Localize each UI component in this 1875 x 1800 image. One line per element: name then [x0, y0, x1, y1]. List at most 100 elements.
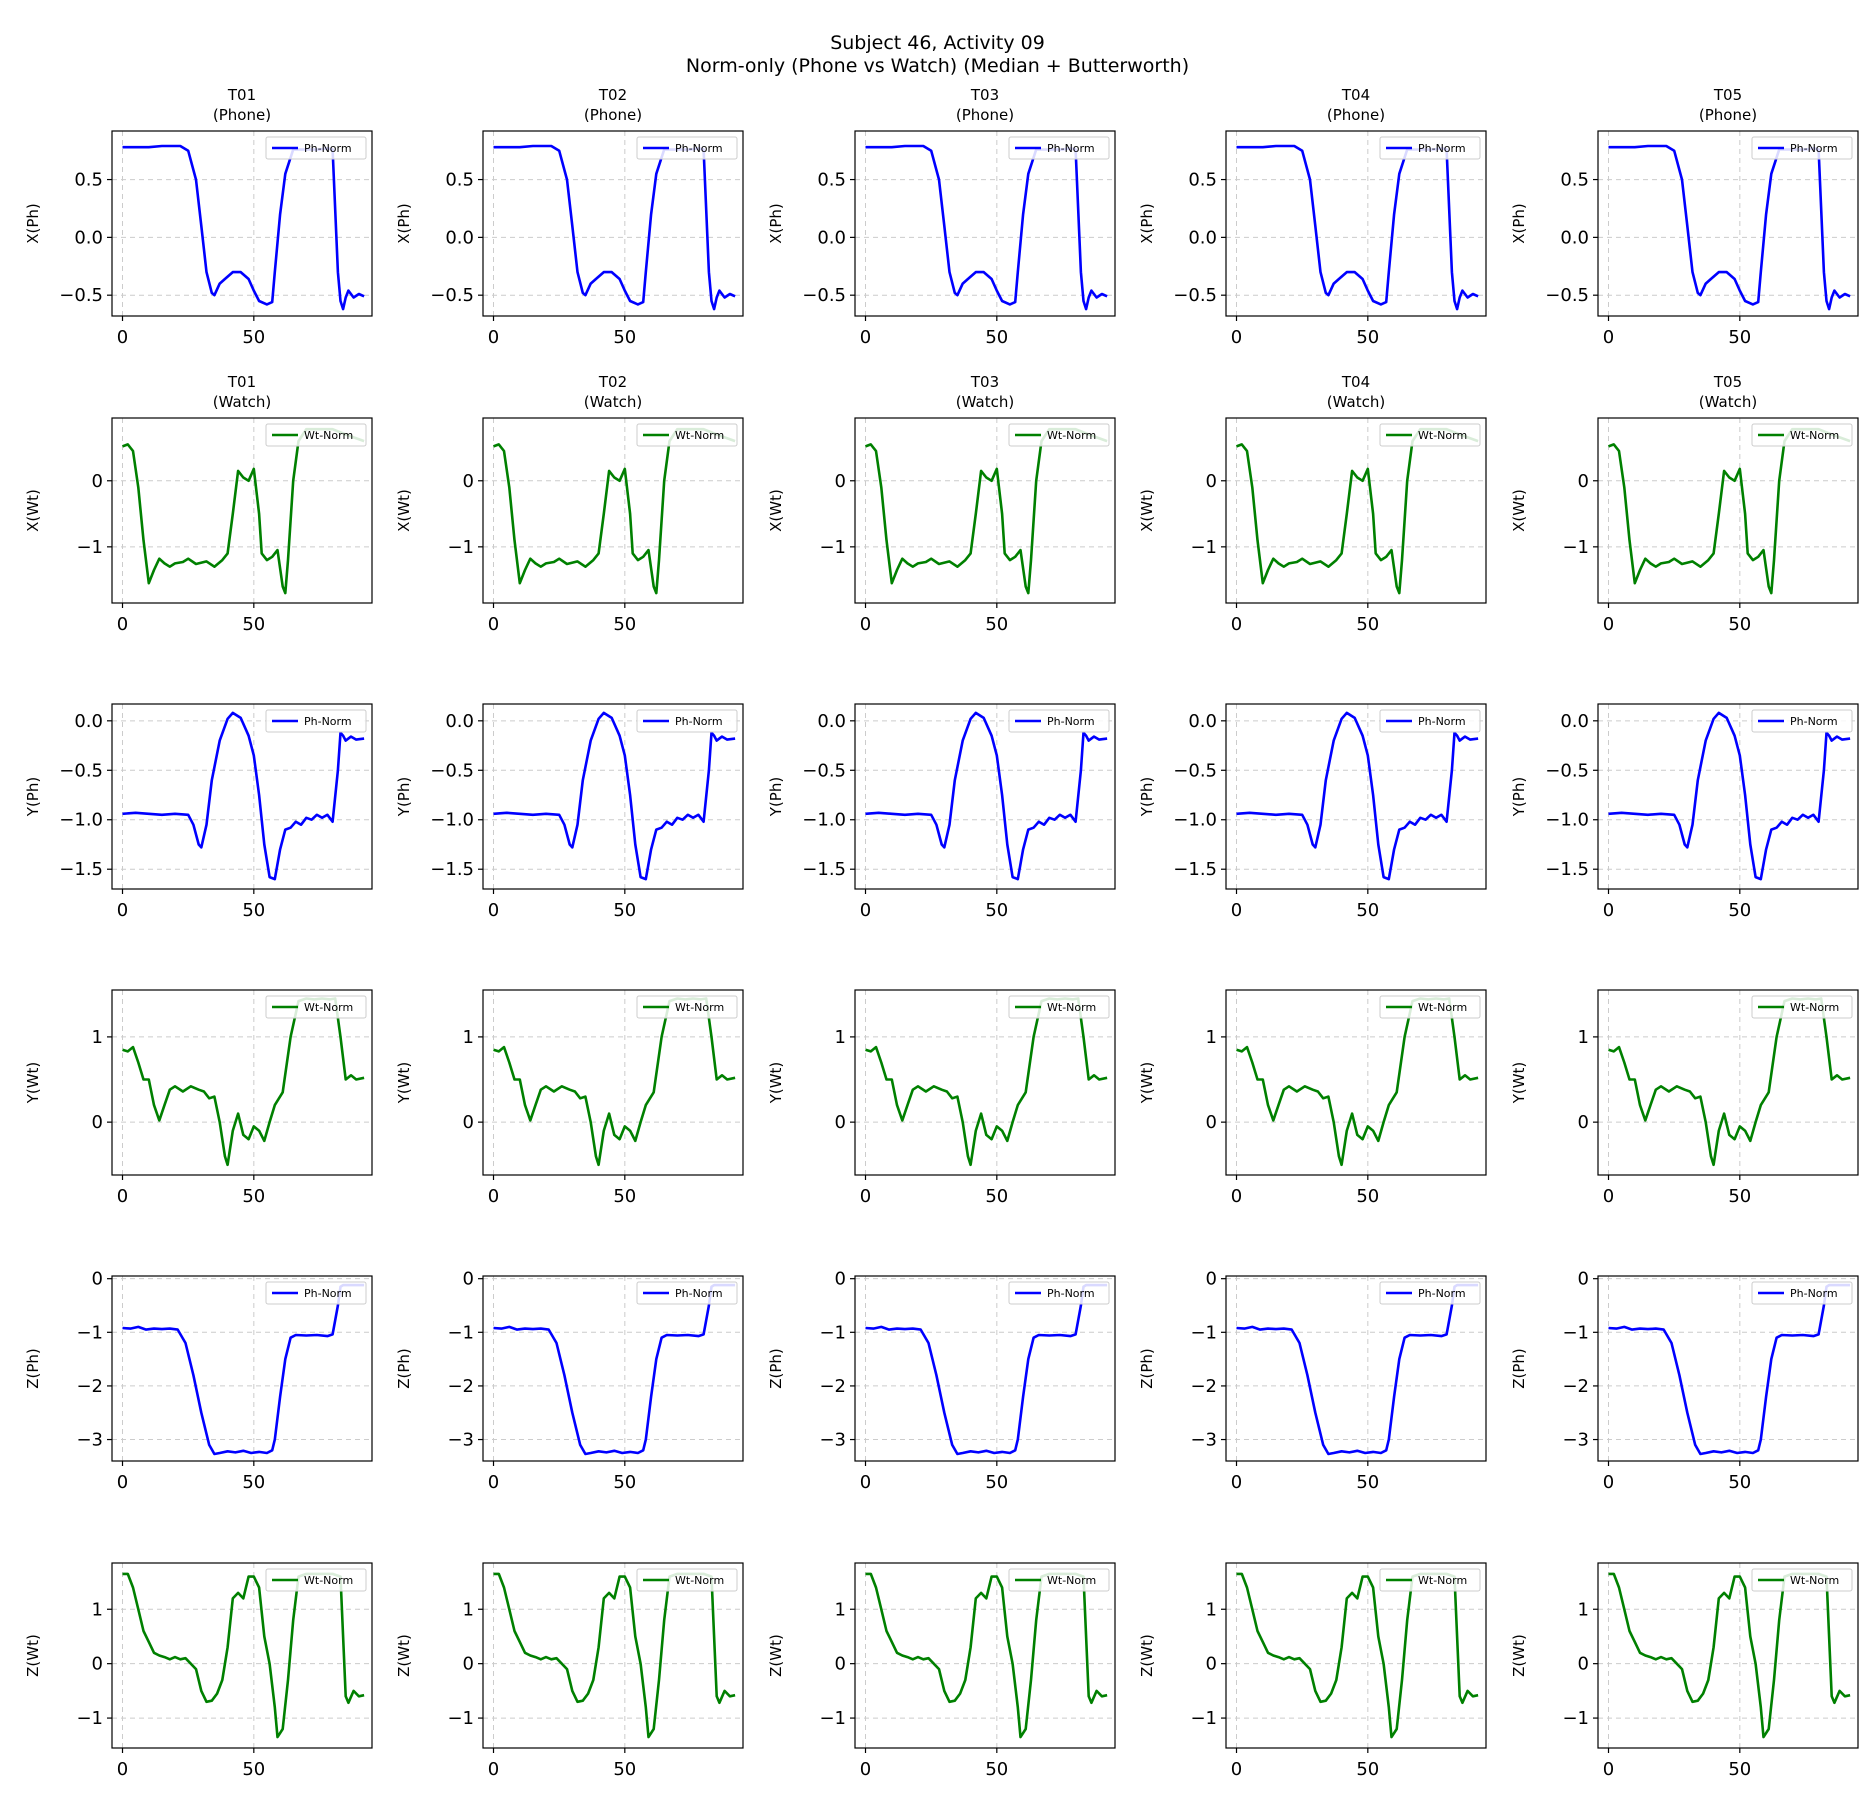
legend-label: Wt-Norm [304, 1001, 353, 1014]
axes-frame [1225, 989, 1487, 1176]
series-line-wt-norm [1236, 1572, 1479, 1739]
y-tick-label: −1.0 [802, 810, 846, 831]
subplot-r6-c2: 0 50 1 0 −1 Z(Wt) Wt-Norm [395, 1562, 744, 1780]
x-tick-label: 50 [985, 327, 1008, 348]
subplot-title-line-2: (Phone) [956, 106, 1014, 124]
x-tick-label: 50 [613, 327, 636, 348]
legend-box [1379, 709, 1481, 733]
y-tick-label: 0 [1578, 1269, 1589, 1290]
legend-box [265, 136, 367, 160]
y-tick-label: 0 [1578, 471, 1589, 492]
y-tick-label: −1.5 [430, 859, 474, 880]
y-tick-label: 1 [835, 1027, 846, 1048]
y-tick-label: 0 [1578, 1654, 1589, 1675]
legend-label: Wt-Norm [1418, 429, 1467, 442]
x-tick-label: 0 [1231, 1759, 1242, 1780]
legend-label: Ph-Norm [1790, 1287, 1838, 1300]
y-axis-label: X(Wt) [767, 489, 785, 532]
legend-box [636, 1568, 738, 1592]
y-tick-label: 0 [835, 1112, 846, 1133]
series-line-ph-norm [1608, 711, 1851, 881]
y-tick-label: −0.5 [59, 285, 103, 306]
series-line-wt-norm [865, 1572, 1108, 1739]
x-tick-label: 50 [985, 900, 1008, 921]
subplot-r4-c2: 0 50 1 0 Y(Wt) Wt-Norm [395, 989, 744, 1207]
series-line-wt-norm [1608, 1572, 1851, 1739]
legend-label: Ph-Norm [1047, 142, 1095, 155]
y-tick-label: −0.5 [802, 760, 846, 781]
y-axis-label: X(Ph) [767, 203, 785, 244]
y-tick-label: 0.0 [1560, 227, 1589, 248]
y-tick-label: −2 [819, 1376, 846, 1397]
legend-box [1751, 995, 1853, 1019]
y-tick-label: 0.0 [445, 711, 474, 732]
subplot-title-line-1: T03 [970, 86, 999, 104]
legend-box [1379, 136, 1481, 160]
series-line-ph-norm [1608, 144, 1851, 311]
y-tick-label: 0 [92, 1112, 103, 1133]
series-line-wt-norm [1608, 427, 1851, 595]
x-tick-label: 0 [117, 900, 128, 921]
y-axis-label: X(Ph) [395, 203, 413, 244]
y-tick-label: −1 [76, 1708, 103, 1729]
x-tick-label: 50 [242, 1186, 265, 1207]
y-tick-label: 0 [1578, 1112, 1589, 1133]
y-tick-label: −3 [447, 1430, 474, 1451]
series-line-ph-norm [1236, 1283, 1479, 1456]
subplot-r1-c4: T04 (Phone) 0 50 0.5 0.0 −0.5 X(Ph) Ph-Norm [1138, 86, 1487, 348]
subplot-r3-c5: 0 50 0.0 −0.5 −1.0 −1.5 Y(Ph) Ph-Norm [1510, 703, 1859, 921]
legend-box [265, 1568, 367, 1592]
subplot-r2-c3: T03 (Watch) 0 50 0 −1 X(Wt) Wt-Norm [767, 373, 1116, 635]
y-tick-label: −1.5 [802, 859, 846, 880]
legend-box [1379, 423, 1481, 447]
y-axis-label: Y(Wt) [1510, 1062, 1528, 1105]
y-tick-label: −0.5 [430, 760, 474, 781]
x-tick-label: 50 [1356, 1759, 1379, 1780]
y-axis-label: X(Ph) [24, 203, 42, 244]
y-axis-label: Y(Wt) [1138, 1062, 1156, 1105]
series-line-wt-norm [493, 997, 736, 1167]
subplot-r1-c1: T01 (Phone) 0 50 0.5 0.0 −0.5 X(Ph) Ph-Norm [24, 86, 373, 348]
y-tick-label: 1 [1206, 1599, 1217, 1620]
x-tick-label: 50 [985, 1472, 1008, 1493]
subplot-r2-c2: T02 (Watch) 0 50 0 −1 X(Wt) Wt-Norm [395, 373, 744, 635]
x-tick-label: 50 [1356, 1186, 1379, 1207]
x-tick-label: 50 [613, 900, 636, 921]
y-tick-label: −1 [1190, 1708, 1217, 1729]
x-tick-label: 50 [1728, 614, 1751, 635]
legend-box [1379, 1568, 1481, 1592]
y-tick-label: 0 [1206, 1112, 1217, 1133]
series-line-ph-norm [1608, 1283, 1851, 1456]
subplot-title-line-1: T01 [227, 86, 256, 104]
series-line-ph-norm [493, 711, 736, 881]
y-axis-label: Z(Wt) [24, 1634, 42, 1677]
legend-box [1008, 1568, 1110, 1592]
y-axis-label: Y(Wt) [395, 1062, 413, 1105]
x-tick-label: 50 [1356, 1472, 1379, 1493]
y-tick-label: −1 [447, 1322, 474, 1343]
x-tick-label: 50 [1356, 327, 1379, 348]
series-line-ph-norm [1236, 144, 1479, 311]
x-tick-label: 0 [860, 614, 871, 635]
legend-box [636, 1281, 738, 1305]
y-tick-label: −2 [1190, 1376, 1217, 1397]
y-tick-label: −2 [1562, 1376, 1589, 1397]
y-tick-label: −0.5 [59, 760, 103, 781]
y-tick-label: 0.0 [74, 227, 103, 248]
legend-label: Wt-Norm [304, 1574, 353, 1587]
subplot-title-line-2: (Phone) [584, 106, 642, 124]
legend-box [1008, 423, 1110, 447]
x-tick-label: 0 [1231, 1186, 1242, 1207]
y-tick-label: 0 [1206, 471, 1217, 492]
y-tick-label: −1.5 [1545, 859, 1589, 880]
legend-label: Ph-Norm [675, 142, 723, 155]
subplot-r6-c1: 0 50 1 0 −1 Z(Wt) Wt-Norm [24, 1562, 373, 1780]
axes-frame [1597, 417, 1859, 604]
y-tick-label: −0.5 [802, 285, 846, 306]
figure-title: Subject 46, Activity 09 Norm-only (Phone… [0, 32, 1875, 78]
y-tick-label: −1 [1562, 1708, 1589, 1729]
x-tick-label: 0 [860, 1759, 871, 1780]
y-tick-label: −2 [447, 1376, 474, 1397]
